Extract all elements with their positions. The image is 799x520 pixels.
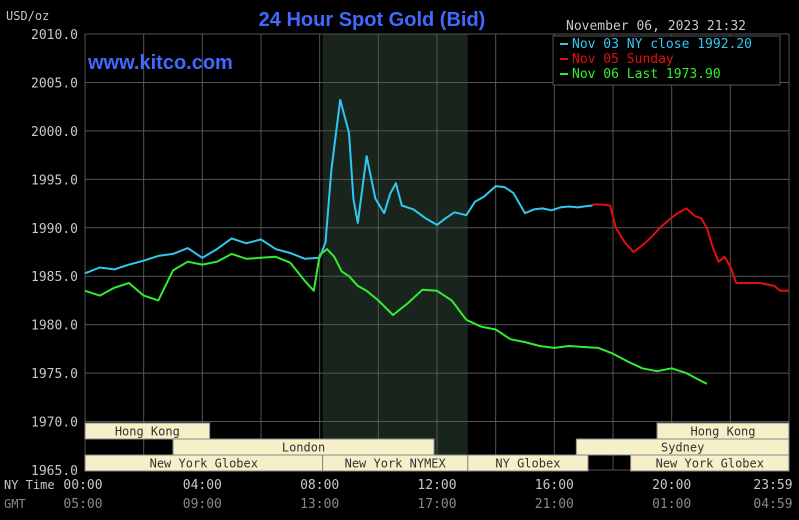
session-label: Hong Kong <box>690 425 755 439</box>
price-line-series-1 <box>592 203 789 292</box>
y-tick-label: 2010.0 <box>31 28 78 43</box>
session-bar <box>630 454 790 472</box>
session-label: London <box>282 441 325 455</box>
x-tick-label: 23:59 <box>753 478 792 493</box>
x-tick-label: 13:00 <box>300 497 339 512</box>
y-tick-label: 1990.0 <box>31 222 78 237</box>
nymex-session-band <box>322 34 468 470</box>
session-bar <box>467 454 589 472</box>
legend-entry: Nov 05 Sunday <box>572 52 674 67</box>
x-tick-label: 12:00 <box>417 478 456 493</box>
x-tick-label: 20:00 <box>652 478 691 493</box>
legend-box <box>552 35 781 86</box>
y-tick-label: 1965.0 <box>31 464 78 479</box>
session-label: New York Globex <box>656 457 764 471</box>
x-tick-label: 01:00 <box>652 497 691 512</box>
x-row-label: GMT <box>4 497 26 511</box>
session-bar <box>84 422 211 440</box>
y-tick-label: 1985.0 <box>31 270 78 285</box>
website-label: www.kitco.com <box>87 52 233 74</box>
session-label: Sydney <box>661 441 704 455</box>
x-tick-label: 08:00 <box>300 478 339 493</box>
units-label: USD/oz <box>6 9 49 23</box>
session-label: Hong Kong <box>115 425 180 439</box>
legend-entry: Nov 06 Last 1973.90 <box>572 67 721 82</box>
price-line-series-2 <box>84 248 708 385</box>
y-tick-label: 1975.0 <box>31 367 78 382</box>
x-tick-label: 16:00 <box>535 478 574 493</box>
y-tick-label: 2005.0 <box>31 76 78 91</box>
y-tick-label: 1970.0 <box>31 416 78 431</box>
legend-entry: Nov 03 NY close 1992.20 <box>572 37 752 52</box>
session-label: New York NYMEX <box>345 457 447 471</box>
session-label: NY Globex <box>495 457 560 471</box>
x-tick-label: 04:00 <box>183 478 222 493</box>
x-tick-label: 21:00 <box>535 497 574 512</box>
y-tick-label: 2000.0 <box>31 125 78 140</box>
x-tick-label: 00:00 <box>63 478 102 493</box>
x-tick-label: 05:00 <box>63 497 102 512</box>
x-tick-label: 17:00 <box>417 497 456 512</box>
x-row-label: NY Time <box>4 478 55 492</box>
price-line-series-0 <box>84 98 593 275</box>
y-tick-label: 1995.0 <box>31 173 78 188</box>
x-tick-label: 09:00 <box>183 497 222 512</box>
chart-title: 24 Hour Spot Gold (Bid) <box>259 9 486 31</box>
y-tick-label: 1980.0 <box>31 319 78 334</box>
timestamp-label: November 06, 2023 21:32 <box>566 19 746 34</box>
x-tick-label: 04:59 <box>753 497 792 512</box>
session-label: New York Globex <box>150 457 258 471</box>
